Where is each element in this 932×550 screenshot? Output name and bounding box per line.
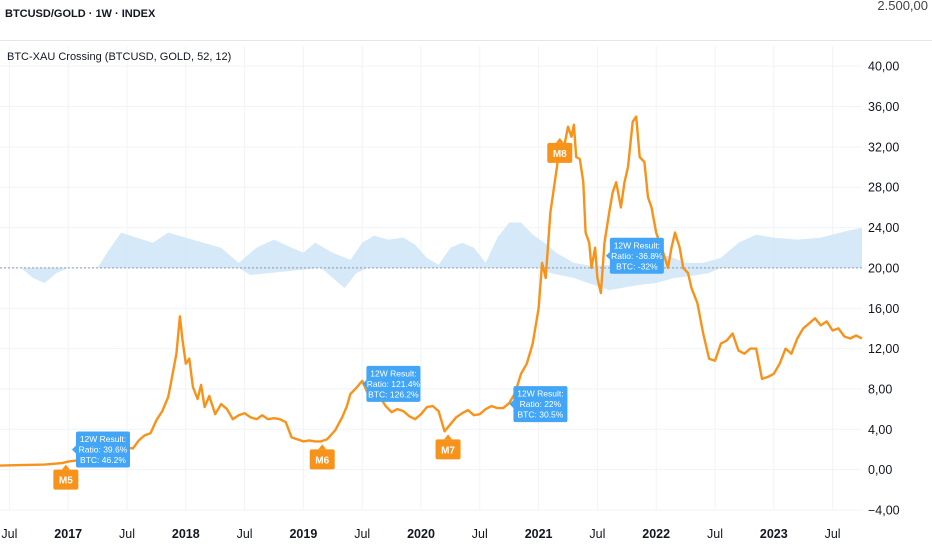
callout-line: 12W Result: <box>370 368 416 378</box>
callout-pointer <box>605 251 610 260</box>
marker-m5[interactable]: M5 <box>53 464 79 490</box>
x-tick-label: 2019 <box>289 527 317 541</box>
x-tick-label: Jul <box>825 527 841 541</box>
marker-pointer <box>318 444 327 450</box>
marker-group: M5 M6 M7 M8 <box>53 137 573 490</box>
marker-box <box>547 142 573 163</box>
callout-line: BTC: 46.2% <box>80 455 126 465</box>
x-tick-label: Jul <box>119 527 135 541</box>
marker-pointer <box>555 137 564 143</box>
marker-box <box>53 469 79 490</box>
indicator-title[interactable]: BTC-XAU Crossing (BTCUSD, GOLD, 52, 12) <box>7 51 232 63</box>
callout-pointer <box>362 379 367 388</box>
x-tick-label: Jul <box>237 527 253 541</box>
top-pane: BTCUSD/GOLD · 1W · INDEX 2.500,00 <box>0 0 932 41</box>
result-callout-4[interactable]: 12W Result:Ratio: -36.8%BTC: -32% <box>605 237 664 274</box>
y-tick-label: 20,00 <box>868 261 899 275</box>
callout-line: 12W Result: <box>517 389 563 399</box>
marker-m8[interactable]: M8 <box>547 137 573 163</box>
callout-line: Ratio: -36.8% <box>611 251 663 261</box>
y-tick-label: −4,00 <box>868 504 900 518</box>
x-tick-label: 2018 <box>172 527 200 541</box>
y-tick-label: 16,00 <box>868 302 899 316</box>
x-tick-label: Jul <box>1 527 17 541</box>
callout-line: Ratio: 121.4% <box>367 379 421 389</box>
series-line <box>0 115 863 467</box>
x-tick-label: Jul <box>707 527 723 541</box>
marker-pointer <box>444 434 453 440</box>
x-tick-label: 2021 <box>525 527 553 541</box>
callout-pointer <box>509 400 514 409</box>
x-tick-label: 2017 <box>54 527 82 541</box>
marker-label: M5 <box>59 476 73 487</box>
y-tick-label: 40,00 <box>868 60 899 74</box>
y-tick-label: 24,00 <box>868 221 899 235</box>
marker-label: M6 <box>315 455 329 466</box>
x-tick-label: Jul <box>472 527 488 541</box>
callout-line: BTC: 126.2% <box>368 389 419 399</box>
callout-line: 12W Result: <box>614 240 660 250</box>
callout-box <box>366 365 421 402</box>
marker-box <box>309 449 335 470</box>
band-area <box>0 222 862 291</box>
x-axis[interactable]: Jul 2017 Jul 2018 Jul 2019 Jul 2020 Jul 2021 Jul 20… <box>1 527 840 541</box>
y-tick-label: 32,00 <box>868 140 899 154</box>
callout-box <box>609 237 664 274</box>
callout-line: BTC: -32% <box>616 261 658 271</box>
result-callout-2[interactable]: 12W Result:Ratio: 121.4%BTC: 126.2% <box>362 365 421 402</box>
marker-pointer <box>61 464 70 470</box>
x-tick-label: Jul <box>589 527 605 541</box>
marker-m7[interactable]: M7 <box>435 434 461 460</box>
series-line-group <box>0 115 863 467</box>
callout-line: Ratio: 39.6% <box>79 444 128 454</box>
y-tick-label: 36,00 <box>868 100 899 114</box>
x-tick-label: 2023 <box>760 527 788 541</box>
callout-group: 12W Result:Ratio: 39.6%BTC: 46.2%12W Res… <box>71 237 664 468</box>
top-pane-axis-label: 2.500,00 <box>877 0 928 13</box>
y-tick-label: 28,00 <box>868 181 899 195</box>
callout-line: BTC: 30.5% <box>518 410 564 420</box>
x-tick-label: 2022 <box>642 527 670 541</box>
y-axis[interactable]: 40,00 36,00 32,00 28,00 24,00 20,00 16,00 12,00… <box>868 60 900 518</box>
marker-m6[interactable]: M6 <box>309 444 335 470</box>
y-tick-label: 4,00 <box>868 423 892 437</box>
result-callout-3[interactable]: 12W Result:Ratio: 22%BTC: 30.5% <box>509 386 568 423</box>
result-callout-1[interactable]: 12W Result:Ratio: 39.6%BTC: 46.2% <box>71 431 130 468</box>
x-tick-label: 2020 <box>407 527 435 541</box>
y-tick-label: 8,00 <box>868 382 892 396</box>
marker-label: M8 <box>553 149 567 160</box>
callout-pointer <box>71 445 76 454</box>
y-tick-label: 12,00 <box>868 342 899 356</box>
symbol-title[interactable]: BTCUSD/GOLD · 1W · INDEX <box>5 8 156 20</box>
marker-box <box>435 439 461 460</box>
marker-label: M7 <box>441 445 455 456</box>
callout-box <box>513 386 568 423</box>
callout-line: 12W Result: <box>80 434 126 444</box>
callout-line: Ratio: 22% <box>520 399 562 409</box>
band <box>0 222 862 291</box>
y-tick-label: 0,00 <box>868 463 892 477</box>
x-tick-label: Jul <box>354 527 370 541</box>
callout-box <box>75 431 130 468</box>
